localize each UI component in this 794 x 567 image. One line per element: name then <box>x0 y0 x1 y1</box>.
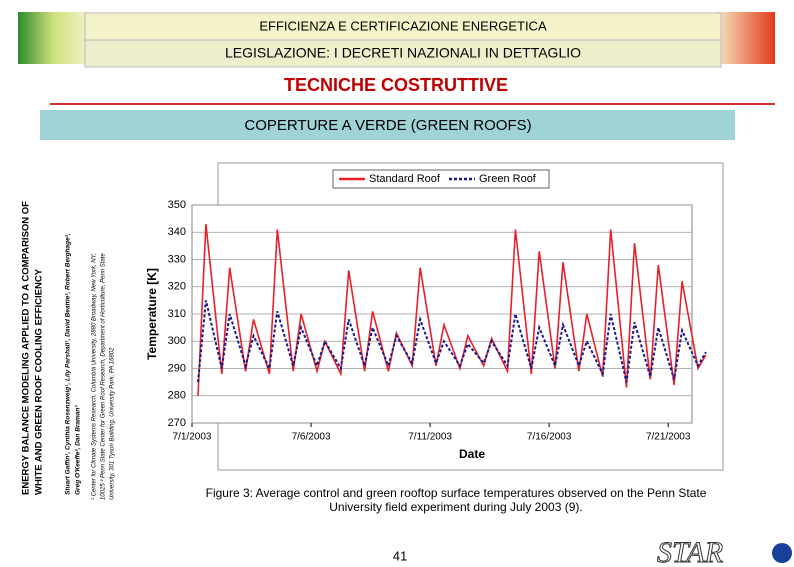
y-tick-label: 280 <box>168 390 186 402</box>
header-box <box>84 12 722 41</box>
x-tick-label: 7/11/2003 <box>408 432 452 443</box>
y-axis-label: Temperature [K] <box>145 268 159 360</box>
header1: EFFICIENZA E CERTIFICAZIONE ENERGETICA <box>259 18 547 33</box>
paper-title: WHITE AND GREEN ROOF COOLING EFFICIENCY <box>34 268 45 495</box>
x-tick-label: 7/1/2003 <box>173 432 212 443</box>
header-deco <box>18 12 88 64</box>
legend-label: Standard Roof <box>369 173 441 185</box>
y-tick-label: 320 <box>168 281 186 293</box>
slide-title: TECNICHE COSTRUTTIVE <box>284 75 508 95</box>
series-line <box>197 224 707 396</box>
affiliations: 10025 ² Penn State Center for Green Roof… <box>101 253 107 500</box>
y-tick-label: 340 <box>168 226 186 238</box>
caption: University field experiment during July … <box>329 500 582 514</box>
page-number: 41 <box>393 548 407 563</box>
legend-box <box>332 169 550 189</box>
header-deco <box>715 12 775 64</box>
subtitle: COPERTURE A VERDE (GREEN ROOFS) <box>244 117 531 134</box>
y-tick-label: 290 <box>168 362 186 374</box>
logo: STAR <box>657 536 723 567</box>
x-tick-label: 7/6/2003 <box>292 432 331 443</box>
x-tick-label: 7/21/2003 <box>646 432 691 443</box>
caption: Figure 3: Average control and green roof… <box>206 486 707 500</box>
y-tick-label: 300 <box>168 335 186 347</box>
series-line <box>197 300 707 383</box>
authors: Greg O'Keeffe², Dan Braman³ <box>75 405 82 495</box>
header2: LEGISLAZIONE: I DECRETI NAZIONALI IN DET… <box>225 45 581 61</box>
chart: 270 280 290 300 310 320 330 340 350 7/1/2003 7/6/2… <box>145 169 707 461</box>
header-box <box>84 39 722 68</box>
legend-label: Green Roof <box>479 173 537 185</box>
paper-title: ENERGY BALANCE MODELING APPLIED TO A COM… <box>21 201 32 495</box>
subtitle-bar <box>40 110 735 140</box>
x-axis-label: Date <box>459 447 485 461</box>
y-tick-label: 330 <box>168 253 186 265</box>
affiliations: ¹ Center for Climate Systems Research, C… <box>92 253 98 500</box>
y-tick-label: 310 <box>168 308 186 320</box>
affiliations: University, 301 Tyson Building, Universi… <box>110 347 116 500</box>
y-tick-label: 350 <box>168 199 186 211</box>
x-tick-label: 7/16/2003 <box>527 432 572 443</box>
logo-emblem <box>772 543 792 563</box>
y-tick-label: 270 <box>168 417 186 429</box>
authors: Stuart Gaffin¹, Cynthia Rosenzweig¹, Lil… <box>65 233 72 495</box>
